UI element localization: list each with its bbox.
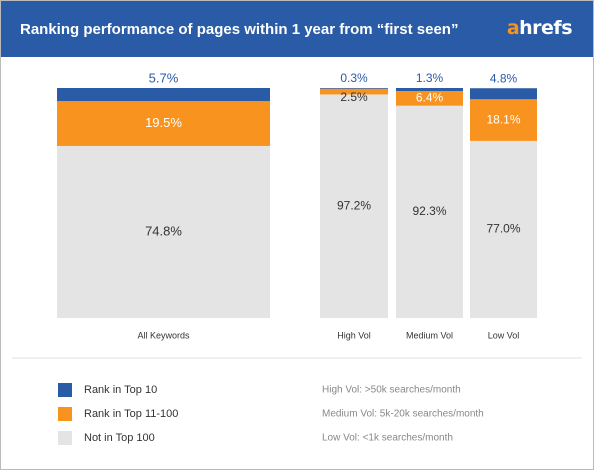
x-tick-label: All Keywords [137, 330, 190, 340]
bar-segment [470, 88, 537, 100]
x-tick-label: High Vol [337, 330, 371, 340]
bar-segment [396, 90, 463, 106]
legend-swatch [58, 383, 72, 397]
data-label: 18.1% [486, 112, 520, 126]
x-tick-label: Medium Vol [406, 330, 453, 340]
legend-label: Not in Top 100 [84, 432, 155, 444]
header [1, 1, 593, 57]
data-label: 2.5% [340, 90, 368, 104]
bar-segment [57, 145, 270, 318]
bar-segment [470, 99, 537, 141]
data-label: 19.5% [145, 115, 182, 130]
data-label: 92.3% [412, 204, 446, 218]
legend-label: Rank in Top 11-100 [84, 408, 178, 420]
bar-segment [320, 94, 388, 318]
bar-segment [57, 101, 270, 146]
note: Medium Vol: 5k-20k searches/month [322, 409, 484, 420]
bar-segment [57, 88, 270, 102]
x-tick-label: Low Vol [488, 330, 520, 340]
legend-swatch [58, 431, 72, 445]
bar-segment [396, 105, 463, 319]
bar-segment [320, 88, 388, 89]
bar-segment [396, 88, 463, 91]
data-label: 1.3% [416, 71, 444, 85]
data-label: 77.0% [486, 222, 520, 236]
note: Low Vol: <1k searches/month [322, 433, 453, 444]
chart-title: Ranking performance of pages within 1 ye… [20, 21, 458, 38]
legend-swatch [58, 407, 72, 421]
data-label: 5.7% [149, 70, 179, 85]
data-label: 74.8% [145, 223, 182, 238]
data-label: 4.8% [490, 71, 518, 85]
legend-label: Rank in Top 10 [84, 384, 157, 396]
data-label: 0.3% [340, 71, 368, 85]
bar-segment [470, 140, 537, 318]
data-label: 97.2% [337, 198, 371, 212]
note: High Vol: >50k searches/month [322, 385, 461, 396]
logo: ahrefs [506, 17, 573, 39]
data-label: 6.4% [416, 91, 444, 105]
bar-segment [320, 88, 388, 95]
